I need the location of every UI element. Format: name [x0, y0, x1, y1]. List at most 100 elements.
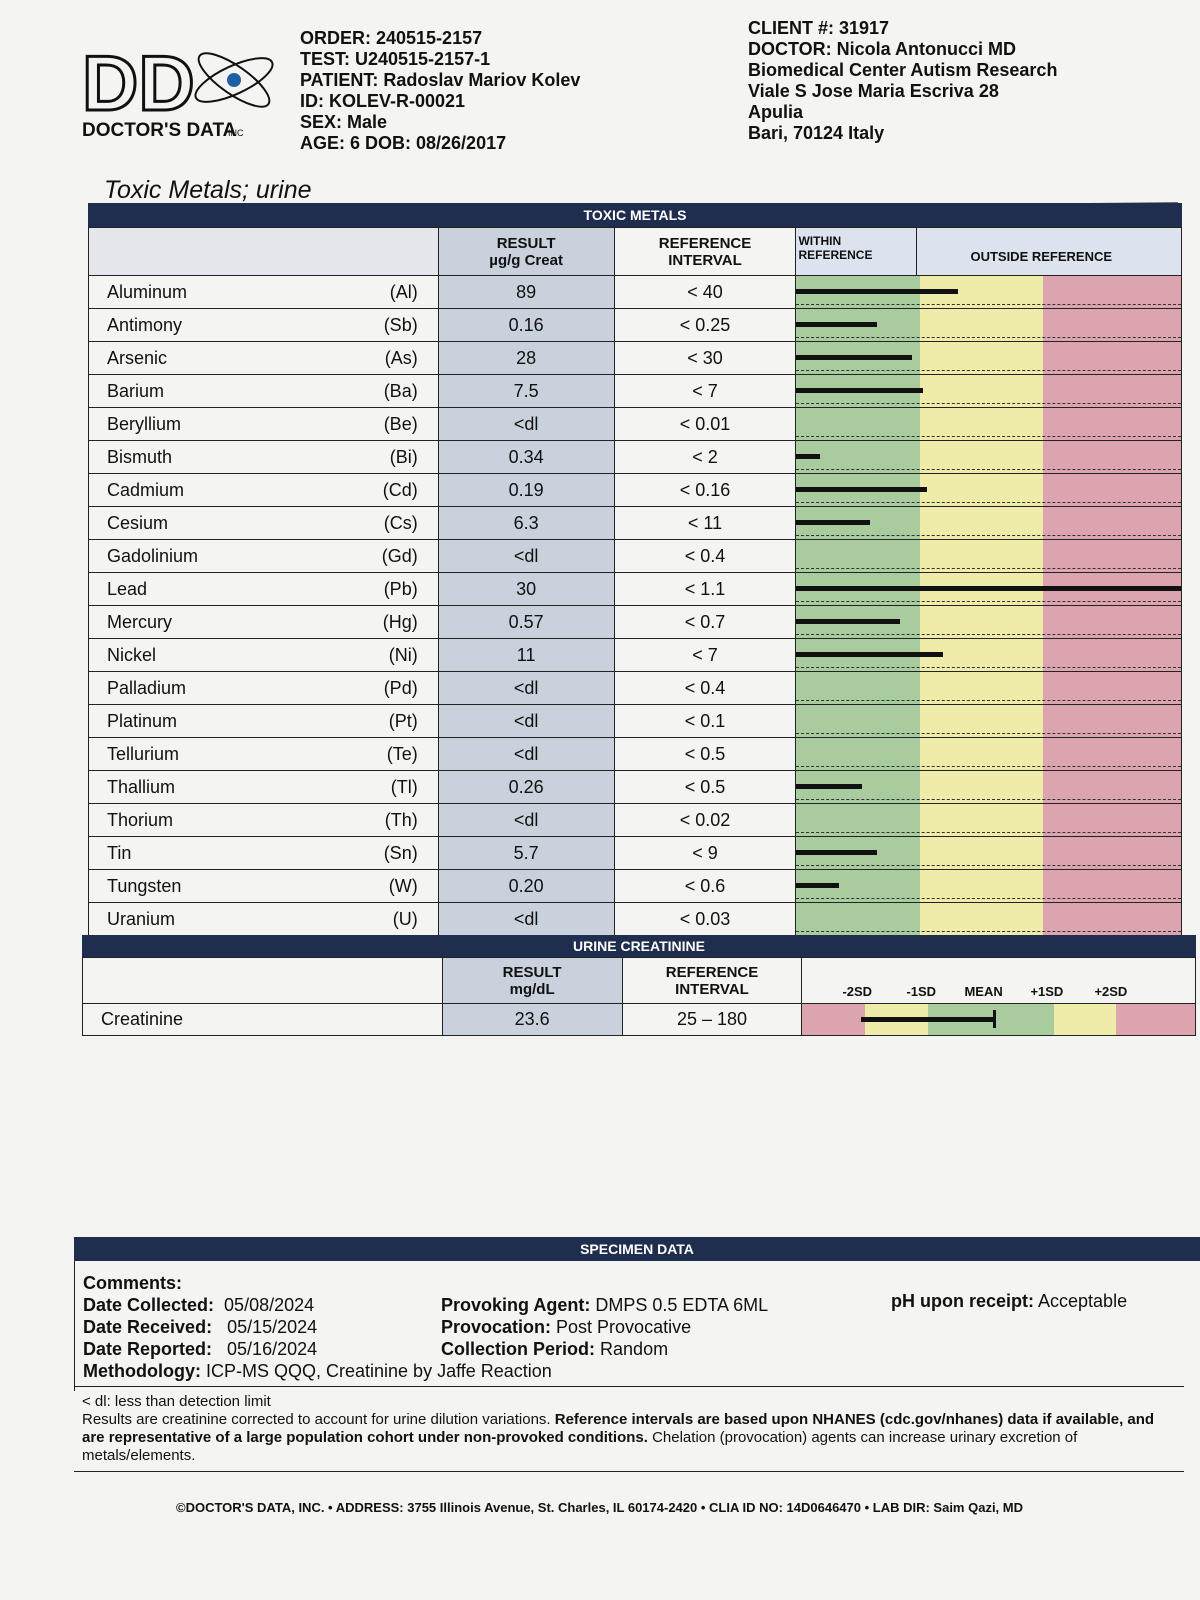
result-header: RESULT µg/g Creat — [437, 227, 615, 276]
table-row: Mercury (Hg) 0.57 < 0.7 — [88, 605, 1182, 639]
creatinine-row: Creatinine 23.6 25 – 180 — [82, 1003, 1196, 1036]
result-bar — [796, 520, 870, 525]
table-row: Lead (Pb) 30 < 1.1 — [88, 572, 1182, 606]
patient-id: ID: KOLEV-R-00021 — [300, 91, 466, 111]
result-bar — [796, 355, 912, 360]
creatinine-bar-end — [993, 1010, 997, 1028]
element-reference: < 7 — [613, 638, 797, 672]
element-graph-cell — [795, 803, 1182, 837]
element-name: Cadmium (Cd) — [88, 473, 439, 507]
element-reference: < 9 — [613, 836, 797, 870]
element-reference: < 0.4 — [613, 539, 797, 573]
element-graph-cell — [795, 638, 1182, 672]
element-reference: < 0.02 — [613, 803, 797, 837]
element-graph-cell — [795, 572, 1182, 606]
element-reference: < 0.16 — [613, 473, 797, 507]
element-reference: < 0.5 — [613, 737, 797, 771]
element-symbol: (W) — [388, 876, 418, 896]
element-symbol: (U) — [392, 909, 418, 929]
element-symbol: (Cs) — [383, 513, 418, 533]
element-result: 30 — [437, 572, 615, 606]
element-symbol: (Pt) — [388, 711, 418, 731]
creatinine-graph — [801, 1003, 1196, 1036]
element-result: <dl — [437, 902, 615, 936]
date-received: Date Received: 05/15/2024 — [83, 1317, 318, 1337]
element-reference: < 7 — [613, 374, 797, 408]
creatinine-table: RESULT mg/dL REFERENCE INTERVAL -2SD -1SD … — [82, 957, 1196, 1036]
creatinine-result-bar — [861, 1017, 996, 1022]
element-reference: < 0.7 — [613, 605, 797, 639]
result-bar — [796, 784, 862, 789]
element-symbol: (Sn) — [383, 843, 418, 863]
element-symbol: (Ni) — [388, 645, 418, 665]
element-graph-cell — [795, 473, 1182, 507]
methodology: Methodology: ICP-MS QQQ, Creatinine by J… — [83, 1361, 552, 1381]
table-row: Palladium (Pd) <dl < 0.4 — [88, 671, 1182, 705]
element-name: Aluminum (Al) — [88, 275, 439, 309]
table-row: Gadolinium (Gd) <dl < 0.4 — [88, 539, 1182, 573]
element-result: 0.26 — [437, 770, 615, 804]
creatinine-name-header — [82, 957, 443, 1004]
element-name: Antimony (Sb) — [88, 308, 439, 342]
element-name: Lead (Pb) — [88, 572, 439, 606]
provoking-agent: Provoking Agent: DMPS 0.5 EDTA 6ML — [441, 1295, 769, 1315]
element-result: 0.19 — [437, 473, 615, 507]
element-symbol: (Th) — [384, 810, 418, 830]
graph-header: WITHIN REFERENCE OUTSIDE REFERENCE — [795, 227, 1182, 276]
specimen-body: Comments: Date Collected: 05/08/2024 Dat… — [74, 1261, 1200, 1391]
table-row: Thallium (Tl) 0.26 < 0.5 — [88, 770, 1182, 804]
element-result: <dl — [437, 803, 615, 837]
element-name: Arsenic (As) — [88, 341, 439, 375]
element-graph-cell — [795, 704, 1182, 738]
element-reference: < 1.1 — [613, 572, 797, 606]
element-symbol: (Sb) — [383, 315, 418, 335]
element-name: Tin (Sn) — [88, 836, 439, 870]
patient-sex: SEX: Male — [300, 112, 388, 132]
address-line-1: Viale S Jose Maria Escriva 28 — [748, 81, 999, 101]
element-name: Thorium (Th) — [88, 803, 439, 837]
order-number: ORDER: 240515-2157 — [300, 28, 483, 48]
element-reference: < 40 — [613, 275, 797, 309]
element-name: Uranium (U) — [88, 902, 439, 936]
element-graph-cell — [795, 770, 1182, 804]
table-row: Tellurium (Te) <dl < 0.5 — [88, 737, 1182, 771]
result-bar — [796, 883, 839, 888]
element-result: <dl — [437, 539, 615, 573]
element-graph-cell — [795, 374, 1182, 408]
element-graph-cell — [795, 737, 1182, 771]
element-result: 0.57 — [437, 605, 615, 639]
table-row: Antimony (Sb) 0.16 < 0.25 — [88, 308, 1182, 342]
element-result: 0.20 — [437, 869, 615, 903]
element-graph-cell — [795, 671, 1182, 705]
detection-limit-note: < dl: less than detection limit — [82, 1393, 271, 1410]
element-graph-cell — [795, 506, 1182, 540]
result-bar — [796, 454, 820, 459]
reference-header: REFERENCE INTERVAL — [613, 227, 797, 276]
element-reference: < 30 — [613, 341, 797, 375]
element-reference: < 0.01 — [613, 407, 797, 441]
element-symbol: (Cd) — [382, 480, 418, 500]
result-bar — [796, 586, 1181, 591]
sd-label-minus1: -1SD — [906, 984, 937, 999]
collection-period: Collection Period: Random — [441, 1339, 669, 1359]
provocation: Provocation: Post Provocative — [441, 1317, 692, 1337]
element-name: Beryllium (Be) — [88, 407, 439, 441]
sd-label-plus2: +2SD — [1094, 984, 1128, 999]
element-symbol: (Gd) — [381, 546, 418, 566]
element-symbol: (Pd) — [383, 678, 418, 698]
creatinine-result-header: RESULT mg/dL — [441, 957, 623, 1004]
result-bar — [796, 652, 943, 657]
specimen-section: SPECIMEN DATA Comments: Date Collected: … — [74, 1237, 1200, 1391]
result-bar — [796, 388, 924, 393]
element-result: 0.16 — [437, 308, 615, 342]
table-row: Nickel (Ni) 11 < 7 — [88, 638, 1182, 672]
element-symbol: (Te) — [386, 744, 418, 764]
page-title: Toxic Metals; urine — [104, 176, 312, 204]
creatinine-band: URINE CREATININE — [82, 935, 1196, 957]
patient-info: ORDER: 240515-2157 TEST: U240515-2157-1 … — [300, 28, 580, 154]
element-symbol: (Al) — [389, 282, 418, 302]
creatinine-section: URINE CREATININE RESULT mg/dL REFERENCE IN… — [82, 935, 1196, 1036]
doctors-data-logo: DD DOCTOR'S DATA INC — [81, 38, 282, 143]
result-bar — [796, 619, 901, 624]
element-reference: < 2 — [613, 440, 797, 474]
